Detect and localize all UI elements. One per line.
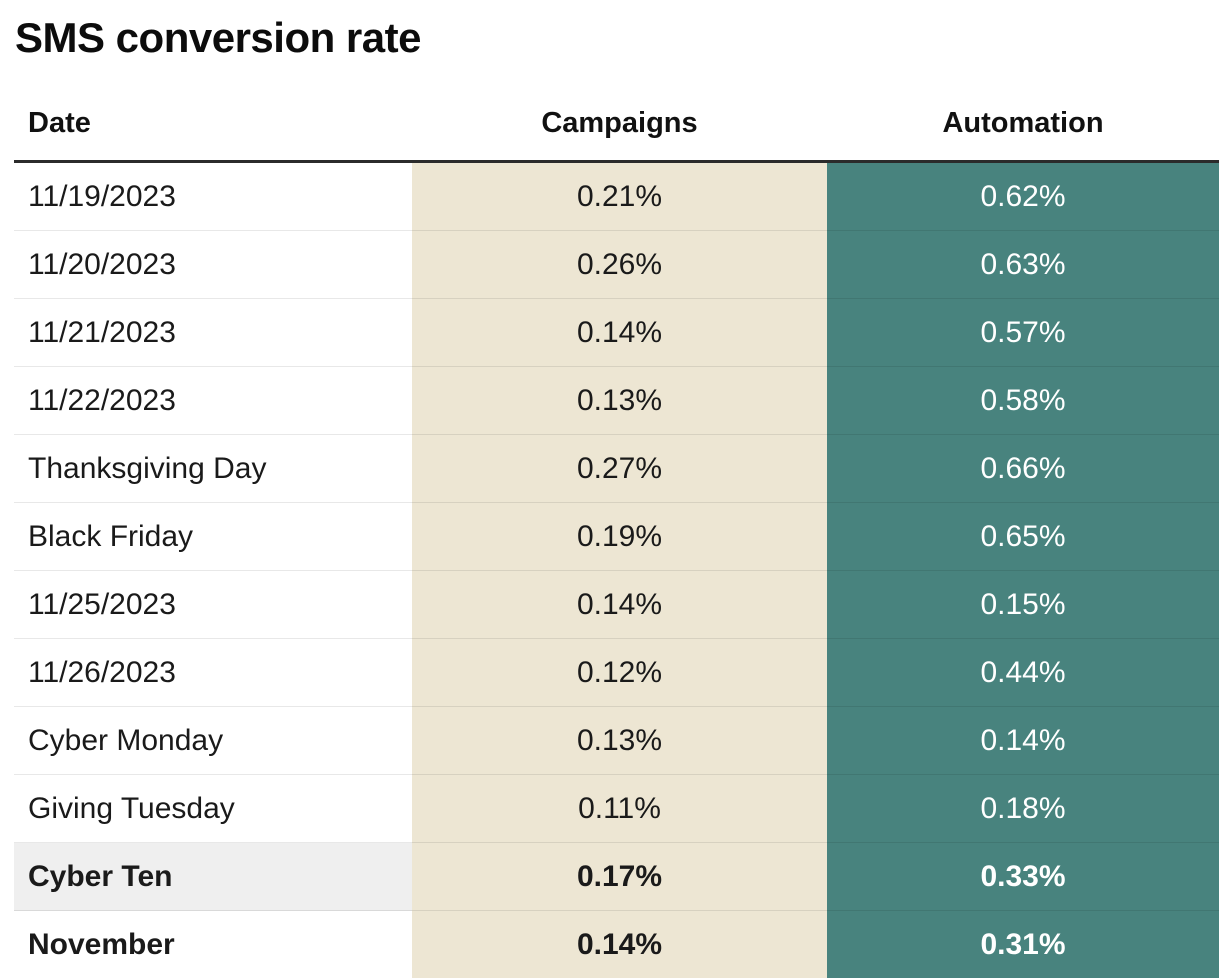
automation-value-cell: 0.15%: [827, 570, 1219, 639]
table-row: 11/21/2023 0.14% 0.57%: [14, 298, 1219, 367]
date-cell: Thanksgiving Day: [14, 434, 412, 503]
table-row: Giving Tuesday 0.11% 0.18%: [14, 774, 1219, 843]
table-row: 11/19/2023 0.21% 0.62%: [14, 161, 1219, 231]
campaigns-value-cell: 0.11%: [412, 774, 827, 843]
automation-value-cell: 0.62%: [827, 161, 1219, 231]
automation-value-cell: 0.44%: [827, 638, 1219, 707]
conversion-rate-table: Date Campaigns Automation 11/19/2023 0.2…: [14, 62, 1219, 978]
campaigns-value-cell: 0.12%: [412, 638, 827, 707]
date-cell: Cyber Ten: [14, 842, 412, 911]
campaigns-value-cell: 0.13%: [412, 366, 827, 435]
date-cell: 11/21/2023: [14, 298, 412, 367]
date-cell: 11/26/2023: [14, 638, 412, 707]
date-cell: 11/19/2023: [14, 161, 412, 231]
table-row: 11/22/2023 0.13% 0.58%: [14, 366, 1219, 435]
campaigns-value-cell: 0.14%: [412, 570, 827, 639]
date-cell: 11/22/2023: [14, 366, 412, 435]
table-row: Thanksgiving Day 0.27% 0.66%: [14, 434, 1219, 503]
page-title: SMS conversion rate: [15, 14, 421, 61]
campaigns-value-cell: 0.17%: [412, 842, 827, 911]
header-row: Date Campaigns Automation: [14, 62, 1219, 163]
date-cell: November: [14, 910, 412, 978]
column-header-campaigns: Campaigns: [412, 62, 827, 163]
date-cell: Giving Tuesday: [14, 774, 412, 843]
campaigns-value-cell: 0.26%: [412, 230, 827, 299]
automation-value-cell: 0.63%: [827, 230, 1219, 299]
date-cell: Cyber Monday: [14, 706, 412, 775]
automation-value-cell: 0.58%: [827, 366, 1219, 435]
table-row: 11/20/2023 0.26% 0.63%: [14, 230, 1219, 299]
table-row: 11/25/2023 0.14% 0.15%: [14, 570, 1219, 639]
date-cell: 11/20/2023: [14, 230, 412, 299]
date-cell: 11/25/2023: [14, 570, 412, 639]
automation-value-cell: 0.65%: [827, 502, 1219, 571]
column-header-date: Date: [14, 62, 412, 163]
date-cell: Black Friday: [14, 502, 412, 571]
automation-value-cell: 0.18%: [827, 774, 1219, 843]
automation-value-cell: 0.31%: [827, 910, 1219, 978]
table-row-summary-november: November 0.14% 0.31%: [14, 910, 1219, 978]
automation-value-cell: 0.57%: [827, 298, 1219, 367]
automation-value-cell: 0.33%: [827, 842, 1219, 911]
table-row: Black Friday 0.19% 0.65%: [14, 502, 1219, 571]
campaigns-value-cell: 0.21%: [412, 161, 827, 231]
table-row: 11/26/2023 0.12% 0.44%: [14, 638, 1219, 707]
campaigns-value-cell: 0.19%: [412, 502, 827, 571]
table-row: Cyber Monday 0.13% 0.14%: [14, 706, 1219, 775]
column-header-automation: Automation: [827, 62, 1219, 163]
campaigns-value-cell: 0.27%: [412, 434, 827, 503]
campaigns-value-cell: 0.14%: [412, 910, 827, 978]
campaigns-value-cell: 0.13%: [412, 706, 827, 775]
campaigns-value-cell: 0.14%: [412, 298, 827, 367]
automation-value-cell: 0.66%: [827, 434, 1219, 503]
table-row-summary-cyber-ten: Cyber Ten 0.17% 0.33%: [14, 842, 1219, 911]
automation-value-cell: 0.14%: [827, 706, 1219, 775]
